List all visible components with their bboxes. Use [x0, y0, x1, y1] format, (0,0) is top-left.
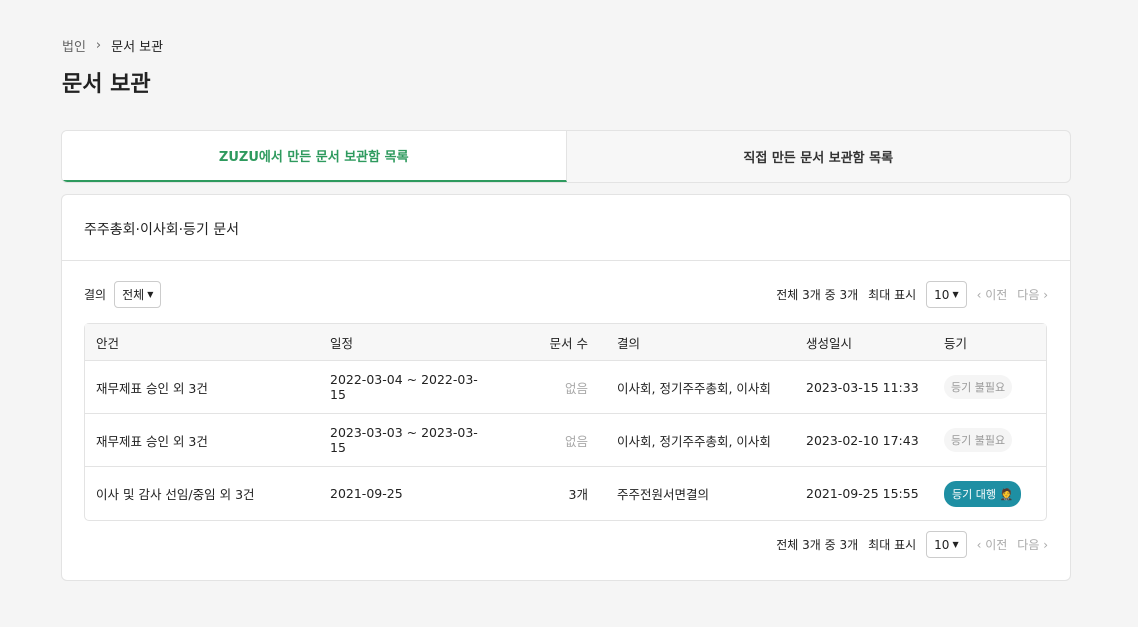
agenda-cell: 재무제표 승인 외 3건: [85, 361, 319, 414]
col-resolution: 결의: [599, 324, 795, 361]
created-cell: 2023-03-15 11:33: [795, 361, 933, 414]
max-label: 최대 표시: [868, 538, 917, 552]
created-cell: 2023-02-10 17:43: [795, 414, 933, 467]
docs-cell: 없음: [489, 361, 599, 414]
max-label: 최대 표시: [868, 288, 917, 302]
col-created: 생성일시: [795, 324, 933, 361]
next-button[interactable]: 다음 ›: [1017, 538, 1048, 552]
chevron-right-icon: ›: [95, 38, 102, 53]
table-row[interactable]: 재무제표 승인 외 3건 2023-03-03 ~ 2023-03-15 없음 …: [85, 414, 1046, 467]
filter-select[interactable]: 전체 ▼: [114, 281, 162, 308]
tab-zuzu-documents[interactable]: ZUZU에서 만든 문서 보관함 목록: [62, 131, 567, 182]
toolbar-bottom: 전체 3개 중 3개 최대 표시 10 ▼ ‹ 이전 다음 ›: [84, 531, 1048, 558]
table-row[interactable]: 이사 및 감사 선임/중임 외 3건 2021-09-25 3개 주주전원서면결…: [85, 467, 1046, 520]
page-size-value: 10: [934, 287, 950, 302]
section-title: 주주총회·이사회·등기 문서: [62, 195, 1070, 261]
page-size-select[interactable]: 10 ▼: [926, 281, 967, 308]
prev-button[interactable]: ‹ 이전: [976, 288, 1008, 302]
schedule-cell: 2023-03-03 ~ 2023-03-15: [319, 414, 489, 467]
registration-badge[interactable]: 등기 대행 🤵: [944, 480, 1022, 507]
col-registration: 등기: [933, 324, 1046, 361]
registration-badge: 등기 불필요: [944, 375, 1013, 399]
tab-own-documents[interactable]: 직접 만든 문서 보관함 목록: [743, 151, 894, 166]
prev-button[interactable]: ‹ 이전: [976, 538, 1008, 552]
col-schedule: 일정: [319, 324, 489, 361]
tabs: ZUZU에서 만든 문서 보관함 목록 직접 만든 문서 보관함 목록: [61, 130, 1071, 183]
next-button[interactable]: 다음 ›: [1017, 288, 1048, 302]
caret-down-icon: ▼: [952, 540, 959, 549]
breadcrumb-parent[interactable]: 법인: [62, 40, 86, 55]
documents-table: 안건 일정 문서 수 결의 생성일시 등기 재무제표 승인 외 3건 2022-…: [84, 323, 1047, 521]
agenda-cell: 이사 및 감사 선임/중임 외 3건: [96, 487, 255, 502]
docs-cell: 3개: [568, 487, 588, 502]
documents-card: 주주총회·이사회·등기 문서 결의 전체 ▼ 전체 3개 중 3개 최대 표시 1…: [61, 194, 1071, 581]
col-docs: 문서 수: [489, 324, 599, 361]
col-agenda: 안건: [85, 324, 319, 361]
pagination-summary: 전체 3개 중 3개: [776, 538, 859, 552]
registration-cell: 등기 불필요: [933, 414, 1046, 467]
toolbar-top: 결의 전체 ▼ 전체 3개 중 3개 최대 표시 10 ▼ ‹ 이전 다음 ›: [84, 281, 1048, 308]
registration-cell: 등기 불필요: [933, 361, 1046, 414]
page-title: 문서 보관: [62, 72, 151, 97]
resolution-cell: 이사회, 정기주주총회, 이사회: [599, 414, 795, 467]
caret-down-icon: ▼: [952, 290, 959, 299]
filter-label: 결의: [84, 288, 107, 302]
docs-cell: 없음: [489, 414, 599, 467]
schedule-cell: 2022-03-04 ~ 2022-03-15: [319, 361, 489, 414]
agenda-cell: 재무제표 승인 외 3건: [85, 414, 319, 467]
schedule-cell: 2021-09-25: [330, 486, 403, 501]
page-size-select[interactable]: 10 ▼: [926, 531, 967, 558]
created-cell: 2021-09-25 15:55: [806, 486, 919, 501]
table-row[interactable]: 재무제표 승인 외 3건 2022-03-04 ~ 2022-03-15 없음 …: [85, 361, 1046, 414]
resolution-cell: 이사회, 정기주주총회, 이사회: [599, 361, 795, 414]
resolution-cell: 주주전원서면결의: [617, 487, 710, 502]
breadcrumb: 법인 › 문서 보관: [62, 36, 163, 55]
registration-cell: 등기 대행 🤵: [933, 467, 1046, 520]
pagination-summary: 전체 3개 중 3개: [776, 288, 859, 302]
registration-badge: 등기 불필요: [944, 428, 1013, 452]
page-size-value: 10: [934, 537, 950, 552]
filter-value: 전체: [122, 288, 145, 302]
caret-down-icon: ▼: [147, 290, 154, 299]
breadcrumb-current: 문서 보관: [111, 40, 164, 55]
